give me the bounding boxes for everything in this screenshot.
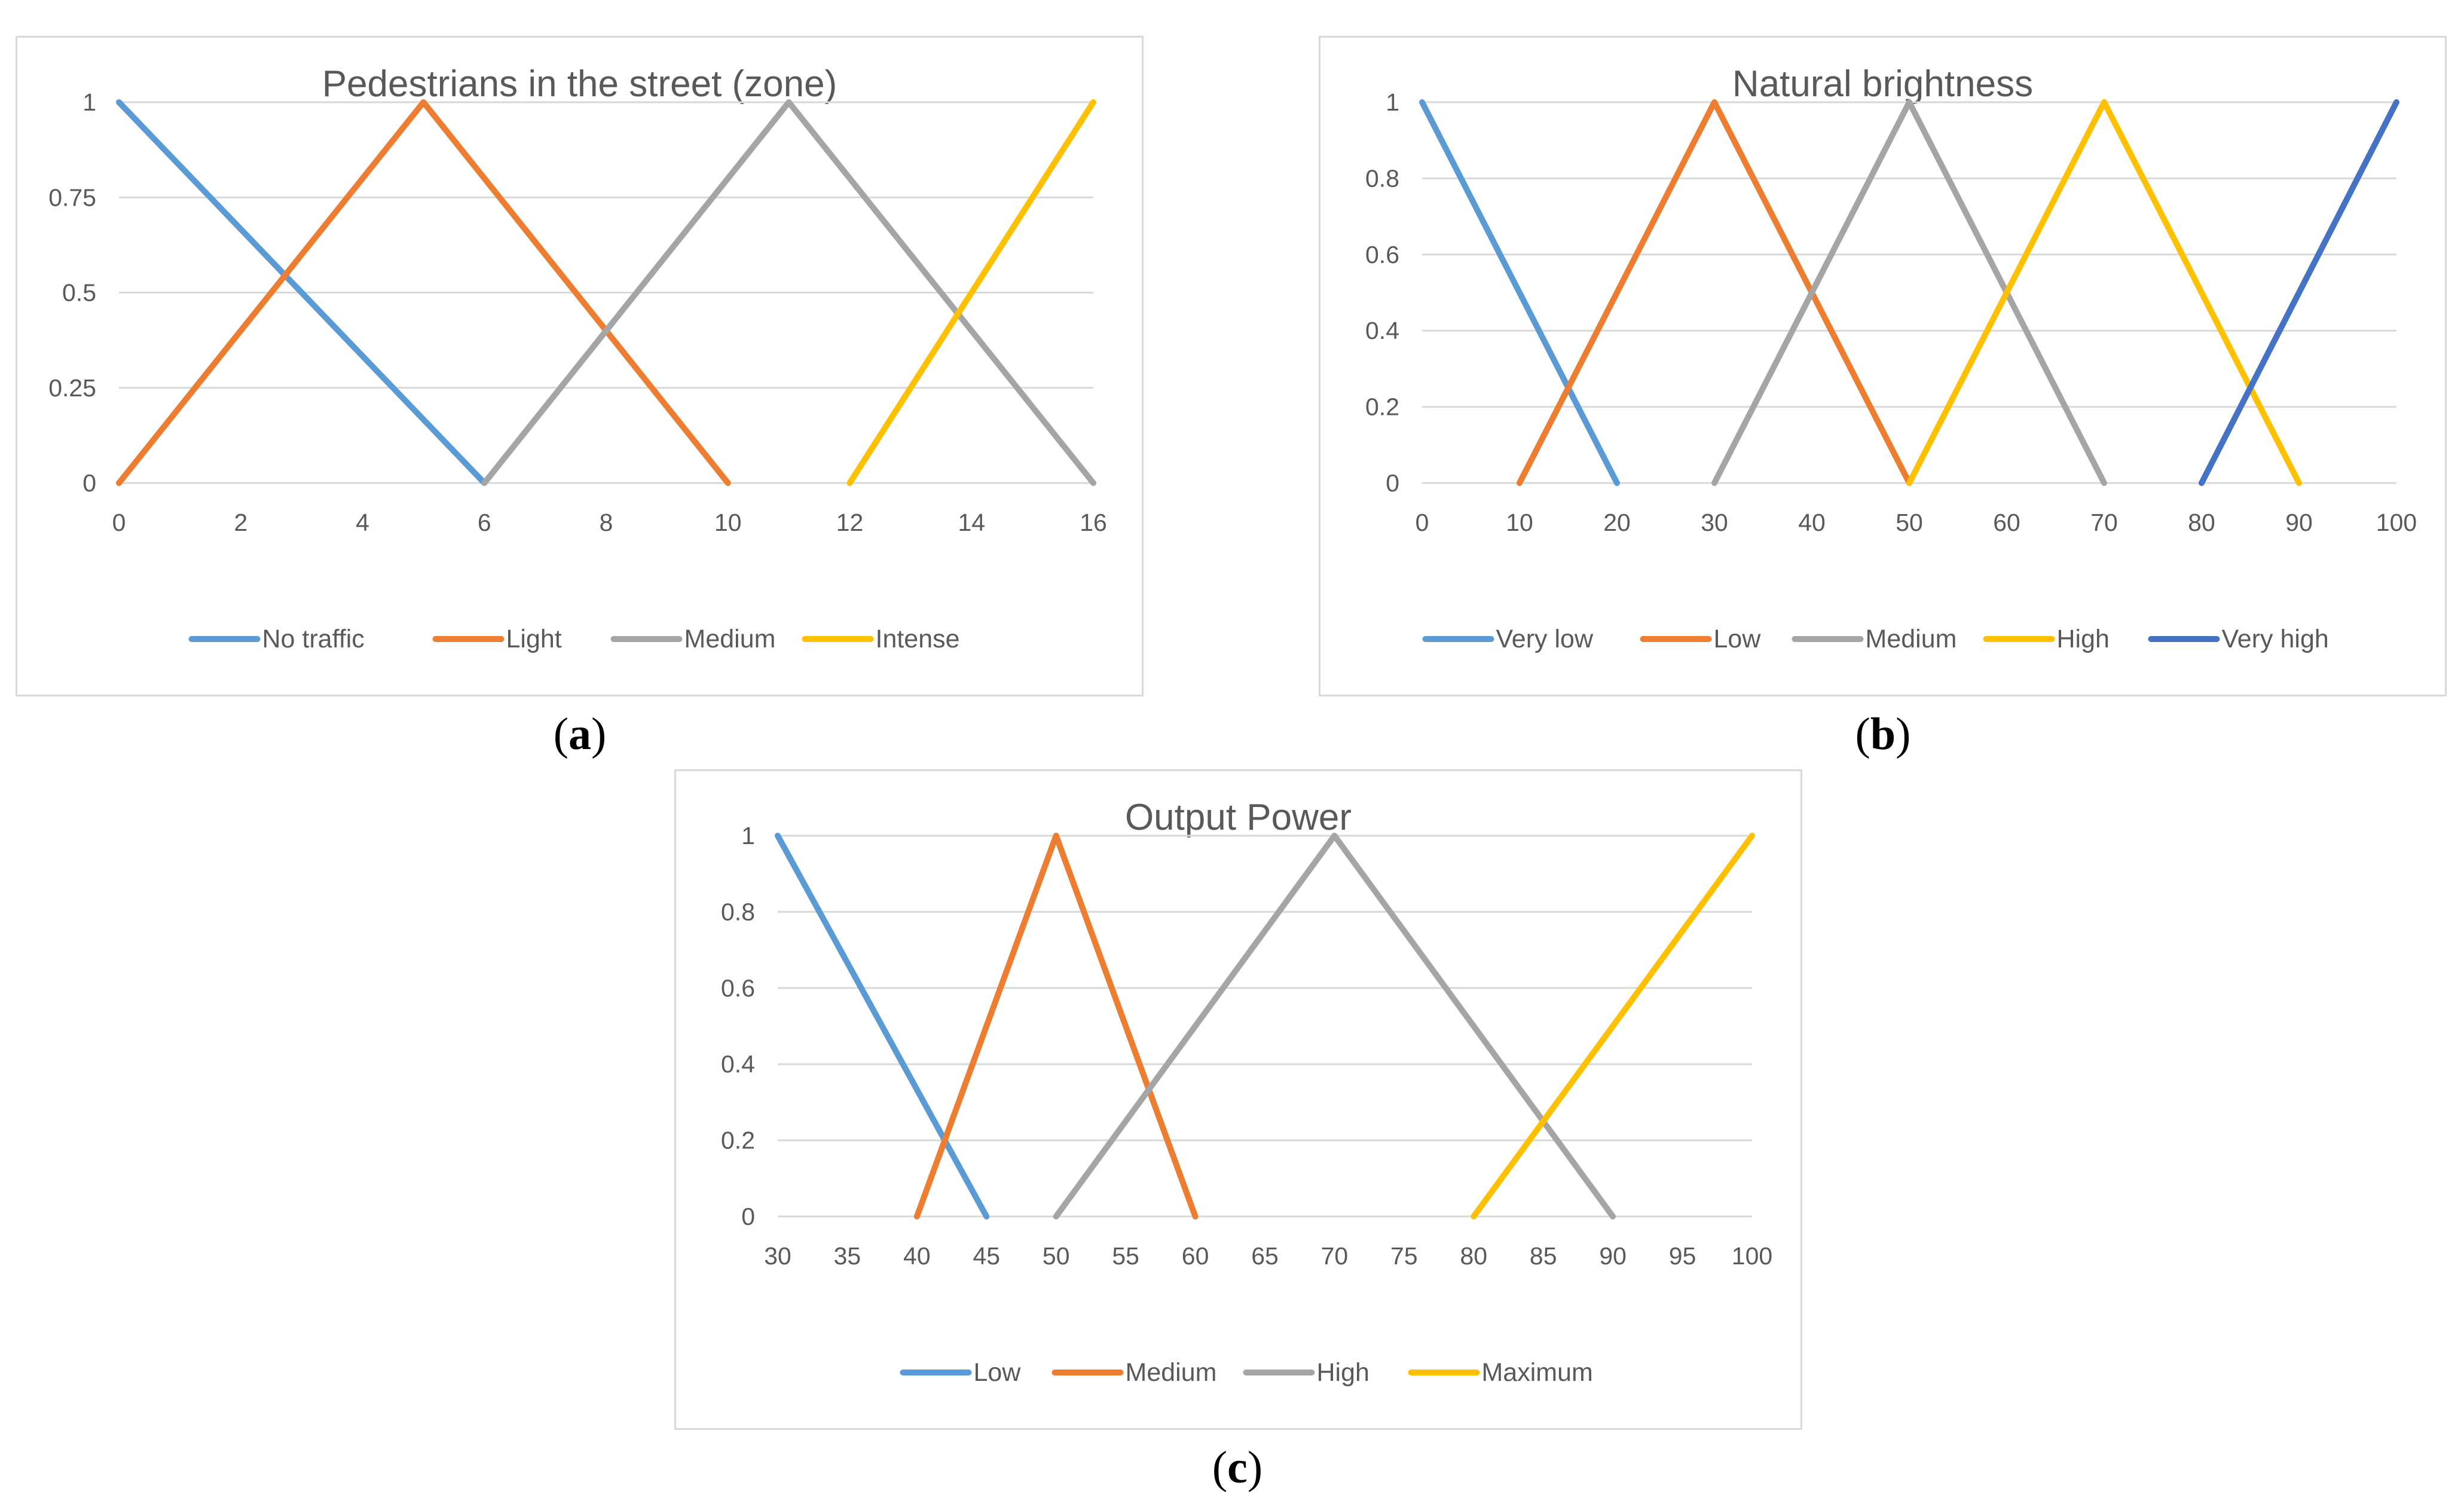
x-tick-label-b-3: 30 (1701, 509, 1728, 536)
legend-label-c-high: High (1317, 1358, 1369, 1387)
x-tick-label-b-4: 40 (1798, 509, 1826, 536)
legend-label-a-intense: Intense (876, 625, 960, 653)
x-tick-label-c-14: 100 (1732, 1242, 1772, 1270)
x-tick-label-c-6: 60 (1182, 1242, 1209, 1270)
x-tick-label-a-3: 6 (478, 509, 491, 536)
x-tick-label-b-9: 90 (2285, 509, 2313, 536)
x-tick-label-a-0: 0 (112, 509, 126, 536)
y-tick-label-a-3: 0.75 (48, 184, 96, 211)
x-tick-label-c-2: 40 (903, 1242, 931, 1270)
x-tick-label-a-8: 16 (1080, 509, 1107, 536)
legend-label-a-light: Light (506, 625, 562, 653)
caption-a-letter: a (568, 709, 591, 759)
y-tick-label-b-1: 0.2 (1365, 393, 1399, 421)
chart-svg-c: Output Power 0 0.2 0.4 0.6 0.8 1 30 35 40 45 50 55 60… (721, 797, 1772, 1387)
chart-title-a: Pedestrians in the street (zone) (322, 63, 837, 105)
series-line-c-high (1053, 833, 1616, 1219)
legend-label-c-maximum: Maximum (1482, 1358, 1593, 1387)
chart-svg-a: Pedestrians in the street (zone) 0 0.25 0.5… (48, 63, 1107, 653)
legend-label-a-medium: Medium (684, 625, 776, 653)
y-tick-label-c-5: 1 (741, 822, 755, 849)
series-line-c-medium (913, 833, 1199, 1219)
x-tick-label-c-5: 55 (1112, 1242, 1139, 1270)
series-line-b-medium (1711, 99, 2107, 486)
legend-a: No traffic Light Medium Intense (188, 625, 960, 653)
legend-label-c-medium: Medium (1126, 1358, 1217, 1387)
legend-c: Low Medium High Maximum (900, 1358, 1593, 1387)
legend-label-b-low: Low (1714, 625, 1762, 653)
caption-c-letter: c (1227, 1442, 1248, 1493)
x-tick-label-c-11: 85 (1530, 1242, 1557, 1270)
x-tick-label-c-13: 95 (1669, 1242, 1696, 1270)
caption-a: (a) (553, 709, 607, 759)
series-line-c-low (775, 833, 990, 1219)
caption-b-letter: b (1870, 709, 1896, 759)
x-tick-label-c-3: 45 (973, 1242, 1000, 1270)
y-tick-label-c-2: 0.4 (721, 1050, 755, 1078)
x-tick-label-c-7: 65 (1251, 1242, 1279, 1270)
chart-panel-b: Natural brightness 0 0.2 0.4 0.6 0.8 1 0 10 20 30 4… (1319, 36, 2447, 696)
x-tick-label-a-6: 12 (836, 509, 864, 536)
y-tick-label-b-3: 0.6 (1365, 241, 1399, 268)
legend-label-b-high: High (2057, 625, 2110, 653)
x-tick-label-c-0: 30 (764, 1242, 791, 1270)
y-tick-label-b-5: 1 (1386, 88, 1399, 116)
x-tick-label-a-5: 10 (714, 509, 742, 536)
x-tick-label-a-2: 4 (356, 509, 369, 536)
series-line-b-very-high (2199, 99, 2399, 486)
y-tick-label-b-0: 0 (1386, 469, 1399, 497)
y-tick-label-c-4: 0.8 (721, 898, 755, 925)
y-tick-label-c-1: 0.2 (721, 1127, 755, 1154)
series-line-c-maximum (1471, 833, 1755, 1219)
x-tick-label-b-2: 20 (1603, 509, 1631, 536)
legend-b: Very low Low Medium High Very high (1422, 625, 2329, 653)
legend-label-b-very-low: Very low (1496, 625, 1594, 653)
x-tick-label-c-10: 80 (1460, 1242, 1487, 1270)
x-tick-label-a-1: 2 (234, 509, 247, 536)
x-tick-label-c-1: 35 (834, 1242, 861, 1270)
legend-label-b-very-high: Very high (2222, 625, 2329, 653)
x-tick-label-b-0: 0 (1416, 509, 1429, 536)
y-tick-label-c-3: 0.6 (721, 974, 755, 1002)
y-tick-label-a-2: 0.5 (62, 279, 96, 307)
series-line-b-high (1906, 99, 2302, 486)
caption-c: (c) (1212, 1442, 1263, 1493)
caption-b: (b) (1855, 709, 1911, 759)
x-tick-label-b-7: 70 (2090, 509, 2118, 536)
series-line-b-very-low (1419, 99, 1620, 486)
y-tick-label-a-1: 0.25 (48, 374, 96, 402)
x-tick-label-c-9: 75 (1390, 1242, 1418, 1270)
x-tick-label-b-5: 50 (1896, 509, 1923, 536)
y-tick-label-b-4: 0.8 (1365, 164, 1399, 192)
x-tick-label-a-7: 14 (958, 509, 985, 536)
series-line-a-no-traffic (116, 99, 488, 486)
x-tick-label-b-6: 60 (1993, 509, 2020, 536)
y-tick-label-a-4: 1 (82, 88, 96, 116)
y-tick-label-b-2: 0.4 (1365, 317, 1399, 344)
chart-title-b: Natural brightness (1732, 63, 2033, 105)
x-tick-label-b-8: 80 (2188, 509, 2215, 536)
x-tick-label-c-4: 50 (1043, 1242, 1070, 1270)
x-tick-label-b-10: 100 (2376, 509, 2417, 536)
series-line-a-light (116, 99, 731, 486)
series-line-b-low (1517, 99, 1912, 486)
y-tick-label-a-0: 0 (82, 469, 96, 497)
chart-title-c: Output Power (1125, 797, 1352, 838)
chart-panel-a: Pedestrians in the street (zone) 0 0.25 0.5… (16, 36, 1144, 696)
x-tick-label-c-12: 90 (1599, 1242, 1627, 1270)
chart-panel-c: Output Power 0 0.2 0.4 0.6 0.8 1 30 35 40 45 50 55 60… (674, 769, 1802, 1430)
x-tick-label-a-4: 8 (600, 509, 613, 536)
legend-label-b-medium: Medium (1866, 625, 1957, 653)
legend-label-c-low: Low (974, 1358, 1022, 1387)
series-line-a-intense (846, 99, 1096, 486)
legend-label-a-no-traffic: No traffic (262, 625, 365, 653)
y-tick-label-c-0: 0 (741, 1203, 755, 1230)
x-tick-label-b-1: 10 (1506, 509, 1533, 536)
series-line-a-medium (481, 99, 1096, 486)
x-tick-label-c-8: 70 (1321, 1242, 1349, 1270)
